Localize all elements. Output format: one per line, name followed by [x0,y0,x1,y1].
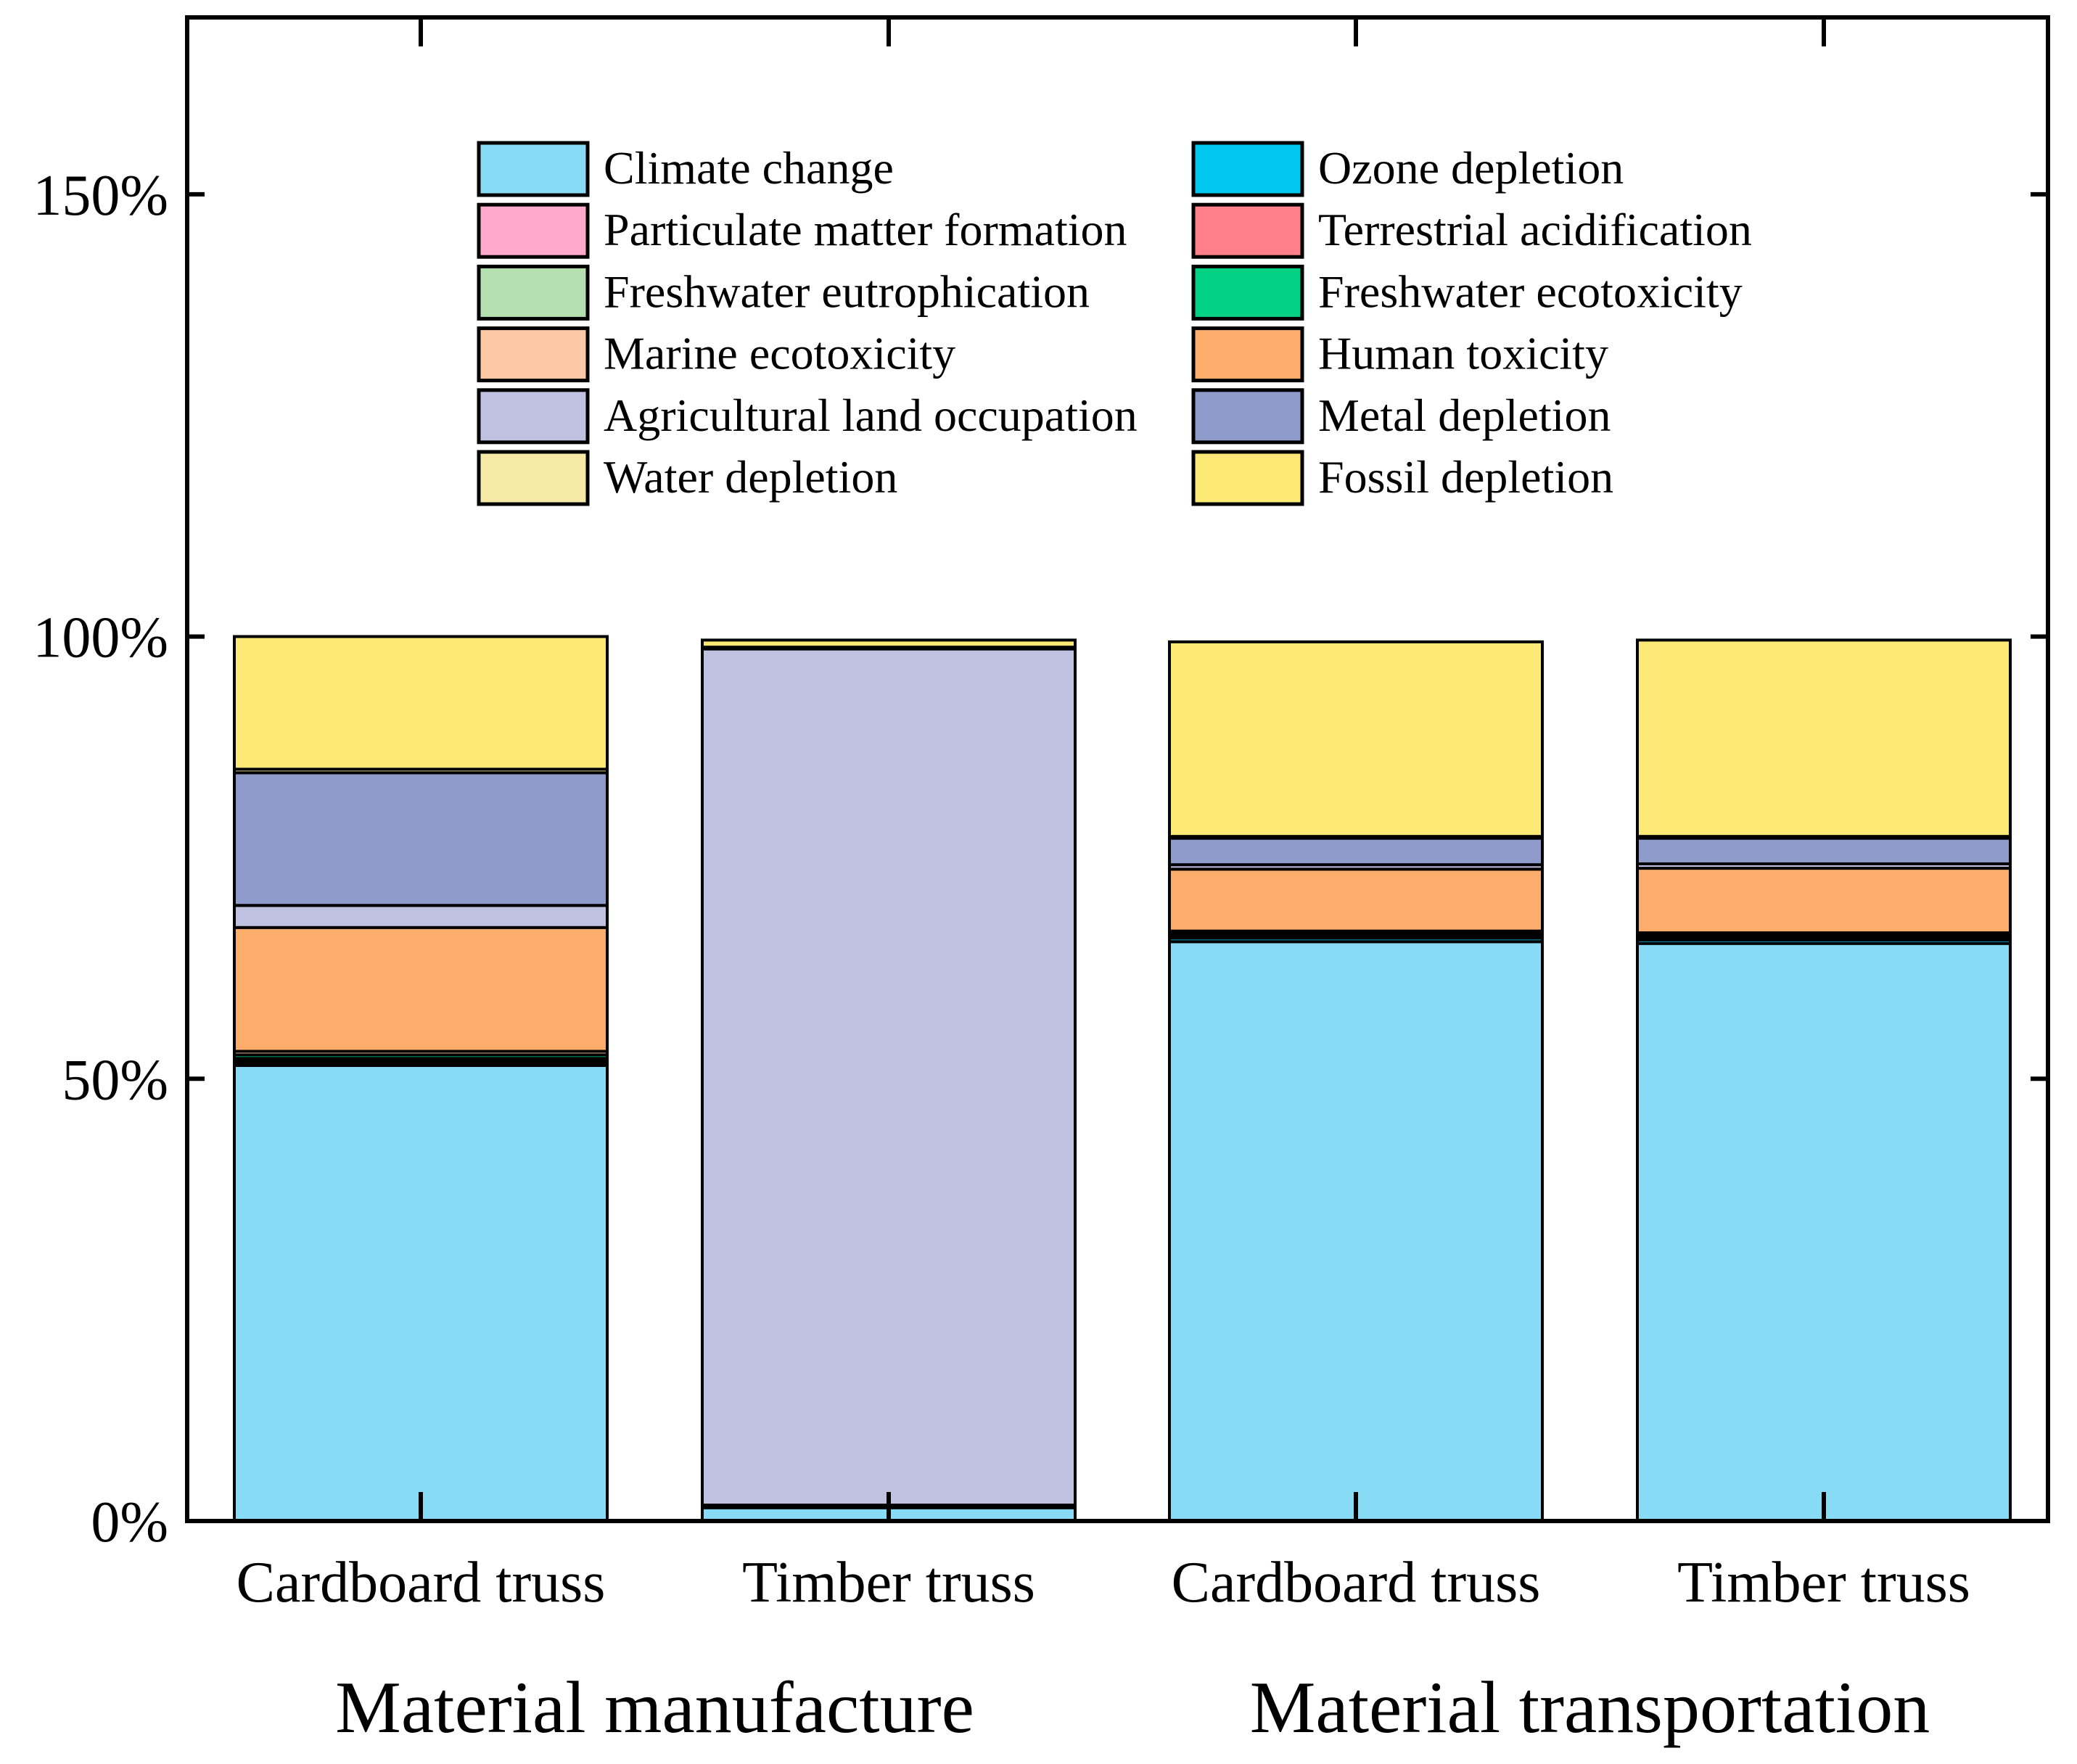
group-label: Material manufacture [335,1667,974,1749]
legend-swatch [1191,202,1304,259]
legend-item: Particulate matter formation [477,202,1127,259]
legend-item: Ozone depletion [1191,141,1624,197]
y-tick-label: 150% [33,164,168,228]
legend: Climate change Ozone depletion Particulate… [477,141,1752,506]
plot-frame [185,15,2050,1523]
bar-stack [233,635,609,1522]
bar-segment-fossil-depletion [233,635,609,771]
group-label: Material transportation [1250,1667,1930,1749]
bar-segment-metal-depletion [1168,836,1544,867]
legend-item: Agricultural land occupation [477,388,1138,445]
legend-item: Water depletion [477,450,897,506]
legend-item: Freshwater ecotoxicity [1191,264,1743,321]
bar-segment-climate-change [233,1064,609,1522]
legend-label: Marine ecotoxicity [604,328,955,379]
legend-swatch [477,450,590,506]
legend-label: Human toxicity [1318,328,1608,379]
legend-label: Climate change [604,142,894,194]
bars-layer [233,635,2012,1522]
x-category-label: Timber truss [1677,1551,1970,1615]
legend-item: Fossil depletion [1191,450,1613,506]
legend-label: Particulate matter formation [604,204,1127,255]
bar-segment-metal-depletion [1636,836,2012,865]
bar-segment-human-toxicity [1168,867,1544,933]
bar-segment-climate-change [1636,941,2012,1522]
legend-label: Water depletion [604,451,897,503]
bar-segment-agricultural-land-occupation [701,647,1077,1507]
y-tick-label: 0% [91,1491,168,1554]
legend-label: Metal depletion [1318,390,1611,441]
legend-label: Ozone depletion [1318,142,1624,194]
legend-swatch [1191,388,1304,445]
bar-stack [1168,640,1544,1522]
bar-stack [701,638,1077,1522]
legend-item: Climate change [477,141,894,197]
bar-segment-agricultural-land-occupation [233,904,609,929]
bar-segment-fossil-depletion [1636,638,2012,838]
legend-item: Human toxicity [1191,326,1608,383]
y-tick-label: 100% [33,606,168,670]
x-category-label: Timber truss [742,1551,1035,1615]
x-category-label: Cardboard truss [237,1551,606,1615]
legend-swatch [477,141,590,197]
bar-segment-human-toxicity [233,926,609,1053]
legend-item: Terrestrial acidification [1191,202,1752,259]
y-tick-label: 50% [62,1048,168,1112]
axes-layer [185,15,2050,1523]
legend-swatch [1191,326,1304,383]
bar-segment-fossil-depletion [701,638,1077,649]
bar-segment-fossil-depletion [1168,640,1544,838]
x-category-label: Cardboard truss [1172,1551,1541,1615]
legend-item: Freshwater eutrophication [477,264,1090,321]
legend-label: Terrestrial acidification [1318,204,1752,255]
legend-swatch [1191,450,1304,506]
legend-swatch [1191,264,1304,321]
legend-label: Agricultural land occupation [604,390,1138,441]
legend-label: Freshwater eutrophication [604,265,1090,317]
bar-segment-climate-change [1168,940,1544,1522]
legend-swatch [477,264,590,321]
bar-segment-human-toxicity [1636,867,2012,935]
legend-label: Freshwater ecotoxicity [1318,265,1743,317]
ticks-layer: 0% 50% 100% 150% [33,17,2048,1554]
legend-swatch [1191,141,1304,197]
legend-item: Metal depletion [1191,388,1611,445]
legend-item: Marine ecotoxicity [477,326,955,383]
legend-swatch [477,388,590,445]
legend-swatch [477,326,590,383]
legend-swatch [477,202,590,259]
bar-stack [1636,638,2012,1522]
bar-segment-metal-depletion [233,771,609,907]
labels-layer: Cardboard truss Timber truss Cardboard tru… [237,1551,1970,1749]
legend-label: Fossil depletion [1318,451,1613,503]
